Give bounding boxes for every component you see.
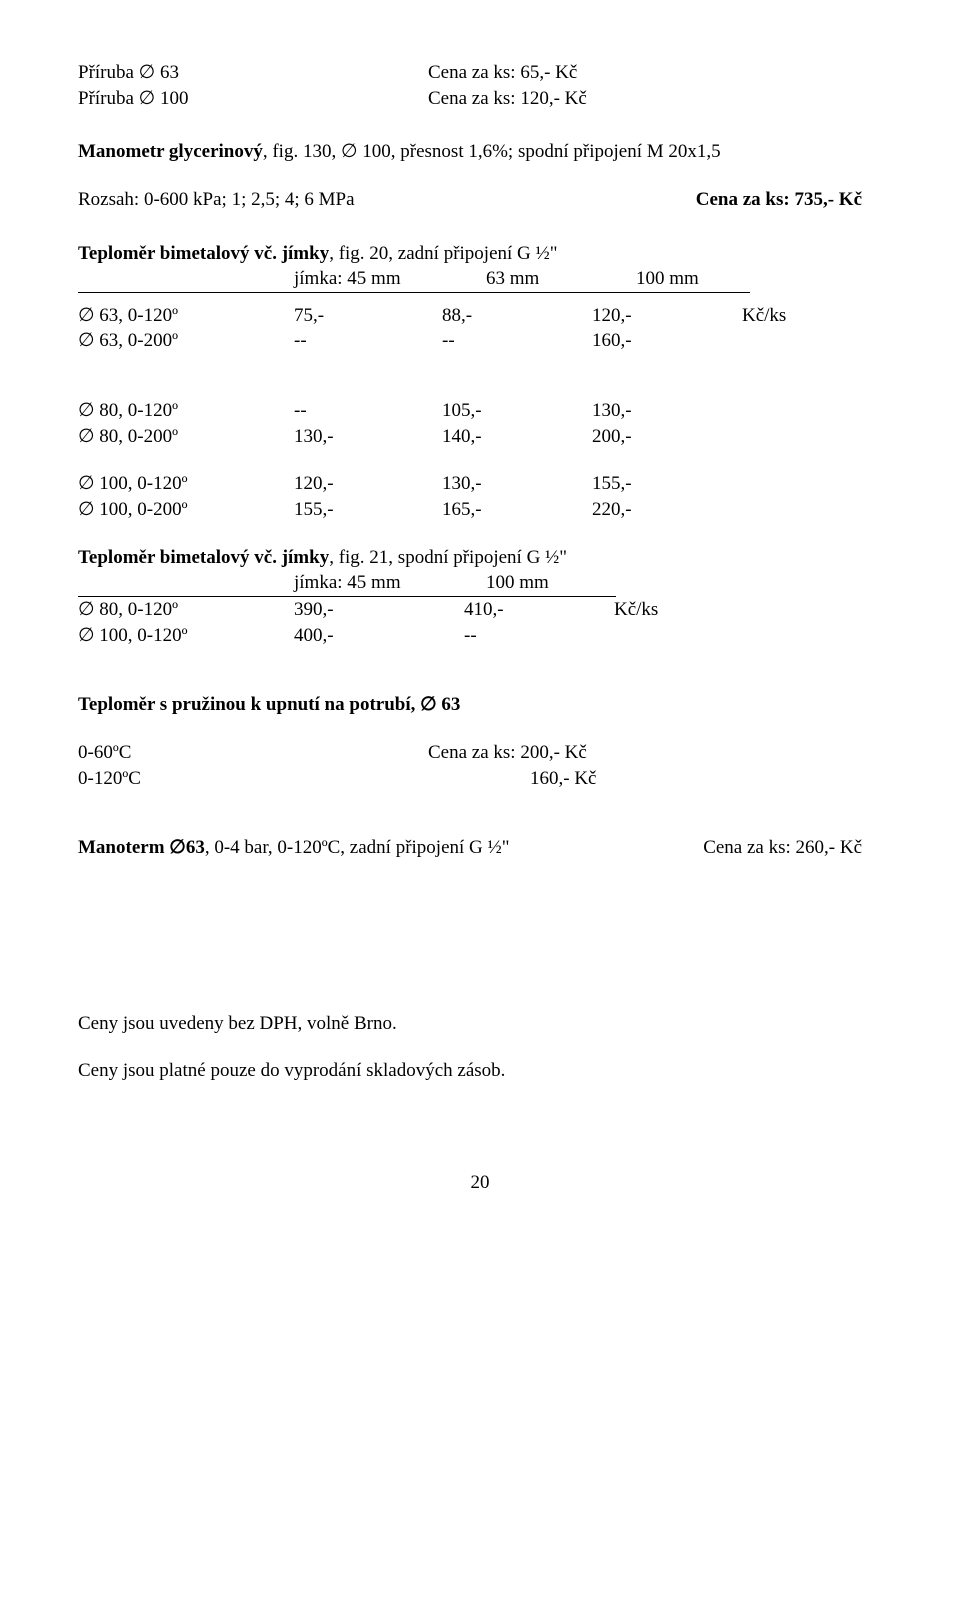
- therm20-r4-v1: 130,-: [294, 424, 442, 450]
- therm20-row-4: ∅ 80, 0-200º 130,- 140,- 200,-: [78, 424, 882, 450]
- therm21-header-a: jímka: 45 mm: [294, 570, 486, 596]
- flange-100-row: Příruba ∅ 100 Cena za ks: 120,- Kč: [78, 86, 882, 112]
- therm20-row-5: ∅ 100, 0-120º 120,- 130,- 155,-: [78, 471, 882, 497]
- therm21-header-indent: [78, 570, 294, 596]
- manometer-range-label: Rozsah: 0-600 kPa; 1; 2,5; 4; 6 MPa: [78, 187, 355, 213]
- therm20-row-3: ∅ 80, 0-120º -- 105,- 130,-: [78, 398, 882, 424]
- therm20-header-row: jímka: 45 mm 63 mm 100 mm: [78, 266, 750, 293]
- manoterm-price: Cena za ks: 260,- Kč: [703, 835, 882, 861]
- therm20-unit: Kč/ks: [742, 303, 786, 329]
- therm21-r2-label: ∅ 100, 0-120º: [78, 623, 294, 649]
- spring-section: Teploměr s pružinou k upnutí na potrubí,…: [78, 692, 882, 791]
- therm20-r2-v2: --: [442, 328, 592, 354]
- therm20-row-1: ∅ 63, 0-120º 75,- 88,- 120,- Kč/ks: [78, 303, 882, 329]
- therm20-header-a: jímka: 45 mm: [294, 266, 486, 292]
- spring-heading: Teploměr s pružinou k upnutí na potrubí,…: [78, 692, 882, 718]
- therm21-row-1: ∅ 80, 0-120º 390,- 410,- Kč/ks: [78, 597, 882, 623]
- footer-line-1: Ceny jsou uvedeny bez DPH, volně Brno.: [78, 1011, 882, 1037]
- manometer-range-price: Cena za ks: 735,- Kč: [696, 187, 882, 213]
- spring-row-2: 0-120ºC 160,- Kč: [78, 766, 882, 792]
- footer-line-2: Ceny jsou platné pouze do vyprodání skla…: [78, 1058, 882, 1084]
- manoterm-line: Manoterm ∅63, 0-4 bar, 0-120ºC, zadní př…: [78, 835, 510, 861]
- spring-r1-label: 0-60ºC: [78, 740, 428, 766]
- therm20-r3-label: ∅ 80, 0-120º: [78, 398, 294, 424]
- therm20-heading: Teploměr bimetalový vč. jímky, fig. 20, …: [78, 241, 882, 267]
- therm20-r3-v3: 130,-: [592, 398, 742, 424]
- therm20-r3-v1: --: [294, 398, 442, 424]
- flange-100-label: Příruba ∅ 100: [78, 86, 428, 112]
- therm21-heading: Teploměr bimetalový vč. jímky, fig. 21, …: [78, 545, 882, 571]
- therm20-r5-v1: 120,-: [294, 471, 442, 497]
- therm21-r1-label: ∅ 80, 0-120º: [78, 597, 294, 623]
- therm21-row-2: ∅ 100, 0-120º 400,- --: [78, 623, 882, 649]
- flange-63-price: Cena za ks: 65,- Kč: [428, 60, 577, 86]
- therm20-header-b: 63 mm: [486, 266, 636, 292]
- therm20-r6-v2: 165,-: [442, 497, 592, 523]
- therm20-r1-label: ∅ 63, 0-120º: [78, 303, 294, 329]
- therm20-r5-v3: 155,-: [592, 471, 742, 497]
- therm20-header-indent: [78, 266, 294, 292]
- therm20-r1-v2: 88,-: [442, 303, 592, 329]
- therm21-r2-v2: --: [464, 623, 614, 649]
- manometer-section: Manometr glycerinový, fig. 130, ∅ 100, p…: [78, 139, 882, 212]
- therm20-r6-v1: 155,-: [294, 497, 442, 523]
- footer-block: Ceny jsou uvedeny bez DPH, volně Brno. C…: [78, 1011, 882, 1084]
- therm21-r1-v2: 410,-: [464, 597, 614, 623]
- therm21-unit: Kč/ks: [614, 597, 658, 623]
- therm20-header-c: 100 mm: [636, 266, 699, 292]
- manometer-range-row: Rozsah: 0-600 kPa; 1; 2,5; 4; 6 MPa Cena…: [78, 187, 882, 213]
- therm20-r2-v1: --: [294, 328, 442, 354]
- therm20-r5-v2: 130,-: [442, 471, 592, 497]
- therm20-section: Teploměr bimetalový vč. jímky, fig. 20, …: [78, 241, 882, 523]
- therm21-r1-v1: 390,-: [294, 597, 464, 623]
- spring-r2-label: 0-120ºC: [78, 766, 428, 792]
- therm20-r6-v3: 220,-: [592, 497, 742, 523]
- therm20-r4-label: ∅ 80, 0-200º: [78, 424, 294, 450]
- flange-100-price: Cena za ks: 120,- Kč: [428, 86, 587, 112]
- therm20-r2-v3: 160,-: [592, 328, 742, 354]
- flange-63-row: Příruba ∅ 63 Cena za ks: 65,- Kč: [78, 60, 882, 86]
- therm20-r1-v3: 120,-: [592, 303, 742, 329]
- therm20-r6-label: ∅ 100, 0-200º: [78, 497, 294, 523]
- therm20-r5-label: ∅ 100, 0-120º: [78, 471, 294, 497]
- spring-r1-price: Cena za ks: 200,- Kč: [428, 740, 587, 766]
- therm21-header-b: 100 mm: [486, 570, 549, 596]
- page-number: 20: [78, 1170, 882, 1196]
- therm20-r1-v1: 75,-: [294, 303, 442, 329]
- therm20-row-6: ∅ 100, 0-200º 155,- 165,- 220,-: [78, 497, 882, 523]
- therm21-header-row: jímka: 45 mm 100 mm: [78, 570, 616, 597]
- spring-r2-price: 160,- Kč: [428, 766, 596, 792]
- therm20-r3-v2: 105,-: [442, 398, 592, 424]
- manometer-heading: Manometr glycerinový, fig. 130, ∅ 100, p…: [78, 139, 882, 165]
- therm21-r2-v1: 400,-: [294, 623, 464, 649]
- therm21-section: Teploměr bimetalový vč. jímky, fig. 21, …: [78, 545, 882, 649]
- manoterm-row: Manoterm ∅63, 0-4 bar, 0-120ºC, zadní př…: [78, 835, 882, 861]
- therm20-r4-v2: 140,-: [442, 424, 592, 450]
- spring-row-1: 0-60ºC Cena za ks: 200,- Kč: [78, 740, 882, 766]
- flange-63-label: Příruba ∅ 63: [78, 60, 428, 86]
- therm20-r4-v3: 200,-: [592, 424, 742, 450]
- therm20-r2-label: ∅ 63, 0-200º: [78, 328, 294, 354]
- therm20-row-2: ∅ 63, 0-200º -- -- 160,-: [78, 328, 882, 354]
